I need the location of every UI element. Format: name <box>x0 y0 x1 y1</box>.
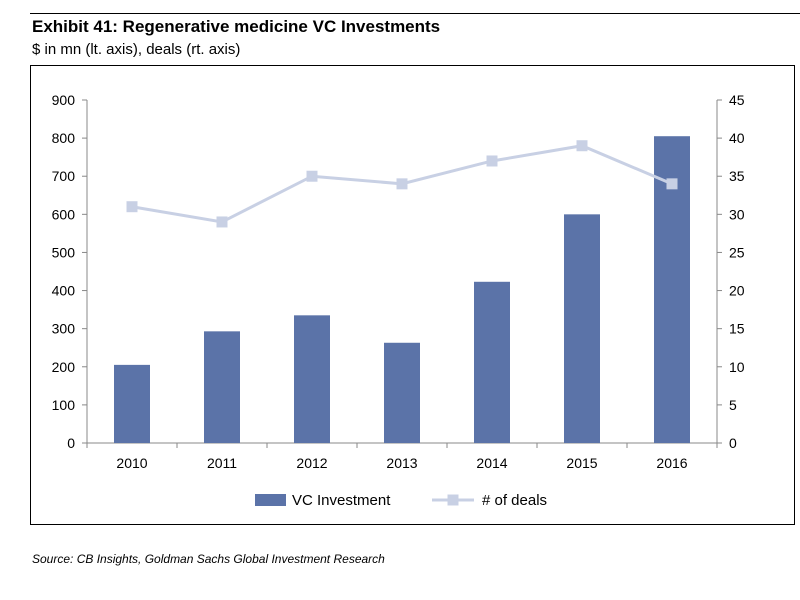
point-deals <box>216 216 228 228</box>
right-tick-label: 30 <box>729 206 745 222</box>
bar-vc-investment <box>474 281 510 443</box>
point-deals <box>306 170 318 182</box>
x-tick-label: 2013 <box>386 455 417 471</box>
x-tick-label: 2016 <box>656 455 687 471</box>
left-tick-label: 400 <box>52 283 76 299</box>
bar-vc-investment <box>294 315 330 443</box>
source-note: Source: CB Insights, Goldman Sachs Globa… <box>32 552 385 566</box>
bar-vc-investment <box>384 342 420 443</box>
point-deals <box>126 201 138 213</box>
point-deals <box>576 140 588 152</box>
right-tick-label: 10 <box>729 359 745 375</box>
right-tick-label: 35 <box>729 168 745 184</box>
point-deals <box>666 178 678 190</box>
x-tick-label: 2015 <box>566 455 597 471</box>
left-tick-label: 500 <box>52 244 76 260</box>
legend-label-vc-investment: VC Investment <box>292 492 391 509</box>
bar-vc-investment <box>204 331 240 443</box>
chart-title: Exhibit 41: Regenerative medicine VC Inv… <box>32 17 441 36</box>
right-tick-label: 40 <box>729 130 745 146</box>
x-tick-label: 2011 <box>207 455 237 471</box>
right-tick-label: 5 <box>729 397 737 413</box>
bar-vc-investment <box>564 214 600 443</box>
left-tick-label: 900 <box>52 92 76 108</box>
left-tick-label: 600 <box>52 206 76 222</box>
left-tick-label: 700 <box>52 168 76 184</box>
left-tick-label: 300 <box>52 321 76 337</box>
left-tick-label: 0 <box>67 435 75 451</box>
legend-label-deals: # of deals <box>482 492 547 509</box>
x-tick-label: 2014 <box>476 455 507 471</box>
bar-vc-investment <box>114 364 150 443</box>
right-tick-label: 25 <box>729 244 745 260</box>
top-rule <box>30 13 800 14</box>
x-tick-label: 2012 <box>296 455 327 471</box>
legend-marker-deals <box>447 494 459 506</box>
point-deals <box>396 178 408 190</box>
point-deals <box>486 155 498 167</box>
left-tick-label: 800 <box>52 130 76 146</box>
right-tick-label: 15 <box>729 321 745 337</box>
legend-swatch-vc-investment <box>255 494 286 506</box>
left-tick-label: 100 <box>52 397 76 413</box>
x-tick-label: 2010 <box>116 455 147 471</box>
chart-subtitle: $ in mn (lt. axis), deals (rt. axis) <box>32 41 241 58</box>
right-tick-label: 45 <box>729 92 745 108</box>
right-tick-label: 20 <box>729 283 745 299</box>
right-tick-label: 0 <box>729 435 737 451</box>
left-tick-label: 200 <box>52 359 76 375</box>
